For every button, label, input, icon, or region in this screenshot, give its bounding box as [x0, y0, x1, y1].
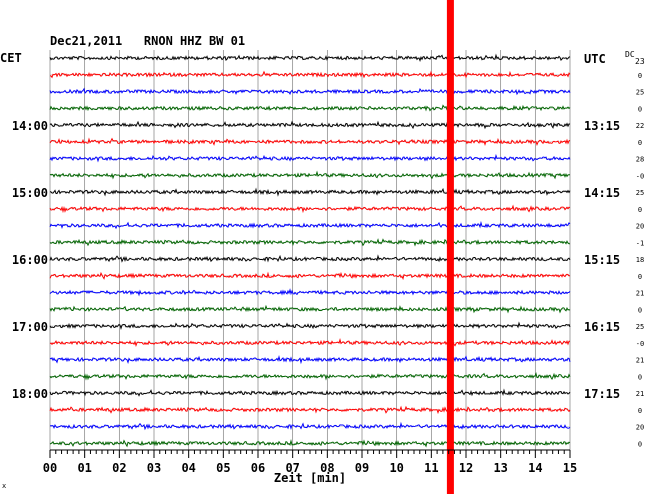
seismic-trace: [49, 388, 571, 397]
seismic-trace: [49, 271, 571, 281]
seismic-trace: [49, 321, 571, 331]
x-tick-label: 07: [285, 461, 299, 475]
dc-offset-label: 25: [636, 89, 644, 97]
footnote-mark: x: [2, 482, 6, 490]
left-hour-label: 17:00: [12, 320, 48, 334]
right-hour-label: 17:15: [584, 387, 620, 401]
seismic-trace: [49, 372, 571, 381]
dc-offset-label: 25: [636, 323, 644, 331]
seismic-trace: [49, 288, 571, 297]
left-hour-label: 16:00: [12, 253, 48, 267]
dc-offset-label: -0: [636, 340, 644, 348]
x-tick-label: 14: [528, 461, 542, 475]
x-tick-label: 04: [181, 461, 195, 475]
seismic-trace: [49, 439, 571, 448]
x-tick-label: 00: [43, 461, 57, 475]
x-tick-label: 15: [563, 461, 577, 475]
seismic-trace: [49, 137, 571, 146]
dc-offset-label: 21: [636, 357, 644, 365]
x-tick-label: 09: [355, 461, 369, 475]
right-hour-label: 14:15: [584, 186, 620, 200]
seismic-trace: [49, 355, 571, 365]
x-tick-label: 11: [424, 461, 438, 475]
seismic-trace: [49, 170, 571, 180]
right-hour-label: 15:15: [584, 253, 620, 267]
seismic-trace: [49, 153, 571, 163]
seismic-trace: [49, 338, 571, 347]
seismic-trace: [49, 421, 571, 431]
dc-offset-label: 0: [638, 139, 642, 147]
dc-offset-label: 18: [636, 256, 644, 264]
seismic-trace: [49, 304, 571, 314]
dc-offset-label: 0: [638, 373, 642, 381]
dc-offset-label: 20: [636, 424, 644, 432]
right-hour-label: 16:15: [584, 320, 620, 334]
x-axis: 00 01 02 03 04 05 06 07 08 09 10 11 12 13 14 15: [43, 449, 577, 475]
x-tick-label: 02: [112, 461, 126, 475]
seismic-trace: [49, 53, 571, 62]
seismic-trace: [49, 238, 571, 247]
dc-offset-label: 0: [638, 306, 642, 314]
dc-offset-label: 20: [636, 223, 644, 231]
seismic-traces: [49, 53, 571, 448]
right-hour-label: 13:15: [584, 119, 620, 133]
seismic-trace: [49, 104, 571, 112]
x-tick-label: 13: [493, 461, 507, 475]
x-tick-label: 12: [459, 461, 473, 475]
right-hour-label: UTC: [584, 52, 606, 66]
dc-offset-label: -0: [636, 172, 644, 180]
labels: Dec21,2011 RNON HHZ BW 01 Zeit [min] DC …: [0, 34, 645, 490]
event-marker-layer: [446, 0, 454, 494]
dc-offset-label: 21: [636, 290, 644, 298]
dc-offset-label: 22: [636, 122, 644, 130]
seismic-trace: [49, 187, 571, 197]
x-tick-label: 06: [251, 461, 265, 475]
left-hour-label: 14:00: [12, 119, 48, 133]
x-axis-label: Zeit [min]: [274, 471, 346, 485]
dc-offset-label: 28: [636, 156, 644, 164]
x-tick-label: 08: [320, 461, 334, 475]
dc-header: DC: [625, 50, 635, 59]
dc-offset-label: 0: [638, 206, 642, 214]
dc-offset-label: 0: [638, 440, 642, 448]
dc-offset-label: 0: [638, 407, 642, 415]
x-tick-label: 10: [389, 461, 403, 475]
grid: [49, 50, 571, 450]
left-hour-label: 15:00: [12, 186, 48, 200]
seismic-trace: [49, 254, 571, 263]
dc-offset-label: 25: [636, 189, 644, 197]
x-tick-label: 05: [216, 461, 230, 475]
dc-offset-label: 0: [638, 72, 642, 80]
chart-title: Dec21,2011 RNON HHZ BW 01: [50, 34, 245, 48]
dc-offset-label: 0: [638, 273, 642, 281]
dc-offset-label: 23: [635, 57, 645, 66]
left-hour-label: 18:00: [12, 387, 48, 401]
seismic-trace: [49, 87, 571, 96]
seismic-trace: [49, 120, 571, 130]
event-marker-band: [446, 0, 454, 494]
seismic-trace: [49, 70, 571, 79]
left-timezone-label: CET: [0, 51, 22, 65]
dc-offset-label: 0: [638, 105, 642, 113]
x-tick-label: 03: [147, 461, 161, 475]
x-tick-label: 01: [77, 461, 91, 475]
dc-offset-label: 21: [636, 390, 644, 398]
seismic-trace: [49, 405, 571, 415]
dc-offset-label: -1: [636, 239, 644, 247]
seismic-trace: [49, 220, 571, 230]
seismic-trace: [49, 204, 571, 214]
